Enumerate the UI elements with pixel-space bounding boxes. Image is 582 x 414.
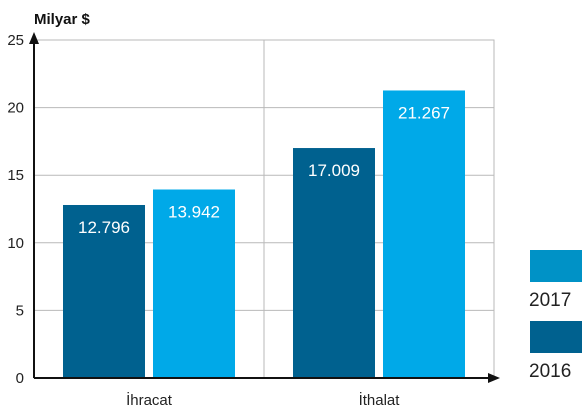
legend-swatch-2017	[530, 250, 582, 282]
legend-swatch-2016	[530, 321, 582, 353]
y-tick-label: 10	[7, 235, 24, 252]
bar-2017-0	[153, 189, 235, 378]
data-label: 17.009	[308, 161, 360, 180]
data-label: 12.796	[78, 218, 130, 237]
y-ticks: 0 5 10 15 20 25	[7, 32, 24, 387]
y-axis-label: Milyar $	[34, 11, 91, 28]
bar-2016-1	[293, 148, 375, 378]
y-tick-label: 5	[16, 302, 24, 319]
legend: 2017 2016	[529, 250, 582, 382]
category-labels: İhracat İthalat	[126, 391, 400, 409]
y-tick-label: 20	[7, 100, 24, 117]
data-labels: 12.796 13.942 17.009 21.267	[78, 103, 450, 237]
x-axis-arrow	[488, 373, 500, 383]
data-label: 21.267	[398, 103, 450, 122]
data-label: 13.942	[168, 203, 220, 222]
category-label: İhracat	[126, 391, 173, 409]
legend-label-2017: 2017	[529, 290, 571, 311]
bar-2016-0	[63, 204, 145, 378]
legend-label-2016: 2016	[529, 361, 571, 382]
category-label: İthalat	[359, 391, 401, 409]
axes	[29, 32, 500, 383]
bars	[63, 90, 465, 379]
y-tick-label: 25	[7, 32, 24, 49]
y-axis-arrow	[29, 32, 39, 44]
y-tick-label: 0	[16, 370, 24, 387]
y-tick-label: 15	[7, 167, 24, 184]
bar-2017-1	[383, 90, 465, 379]
